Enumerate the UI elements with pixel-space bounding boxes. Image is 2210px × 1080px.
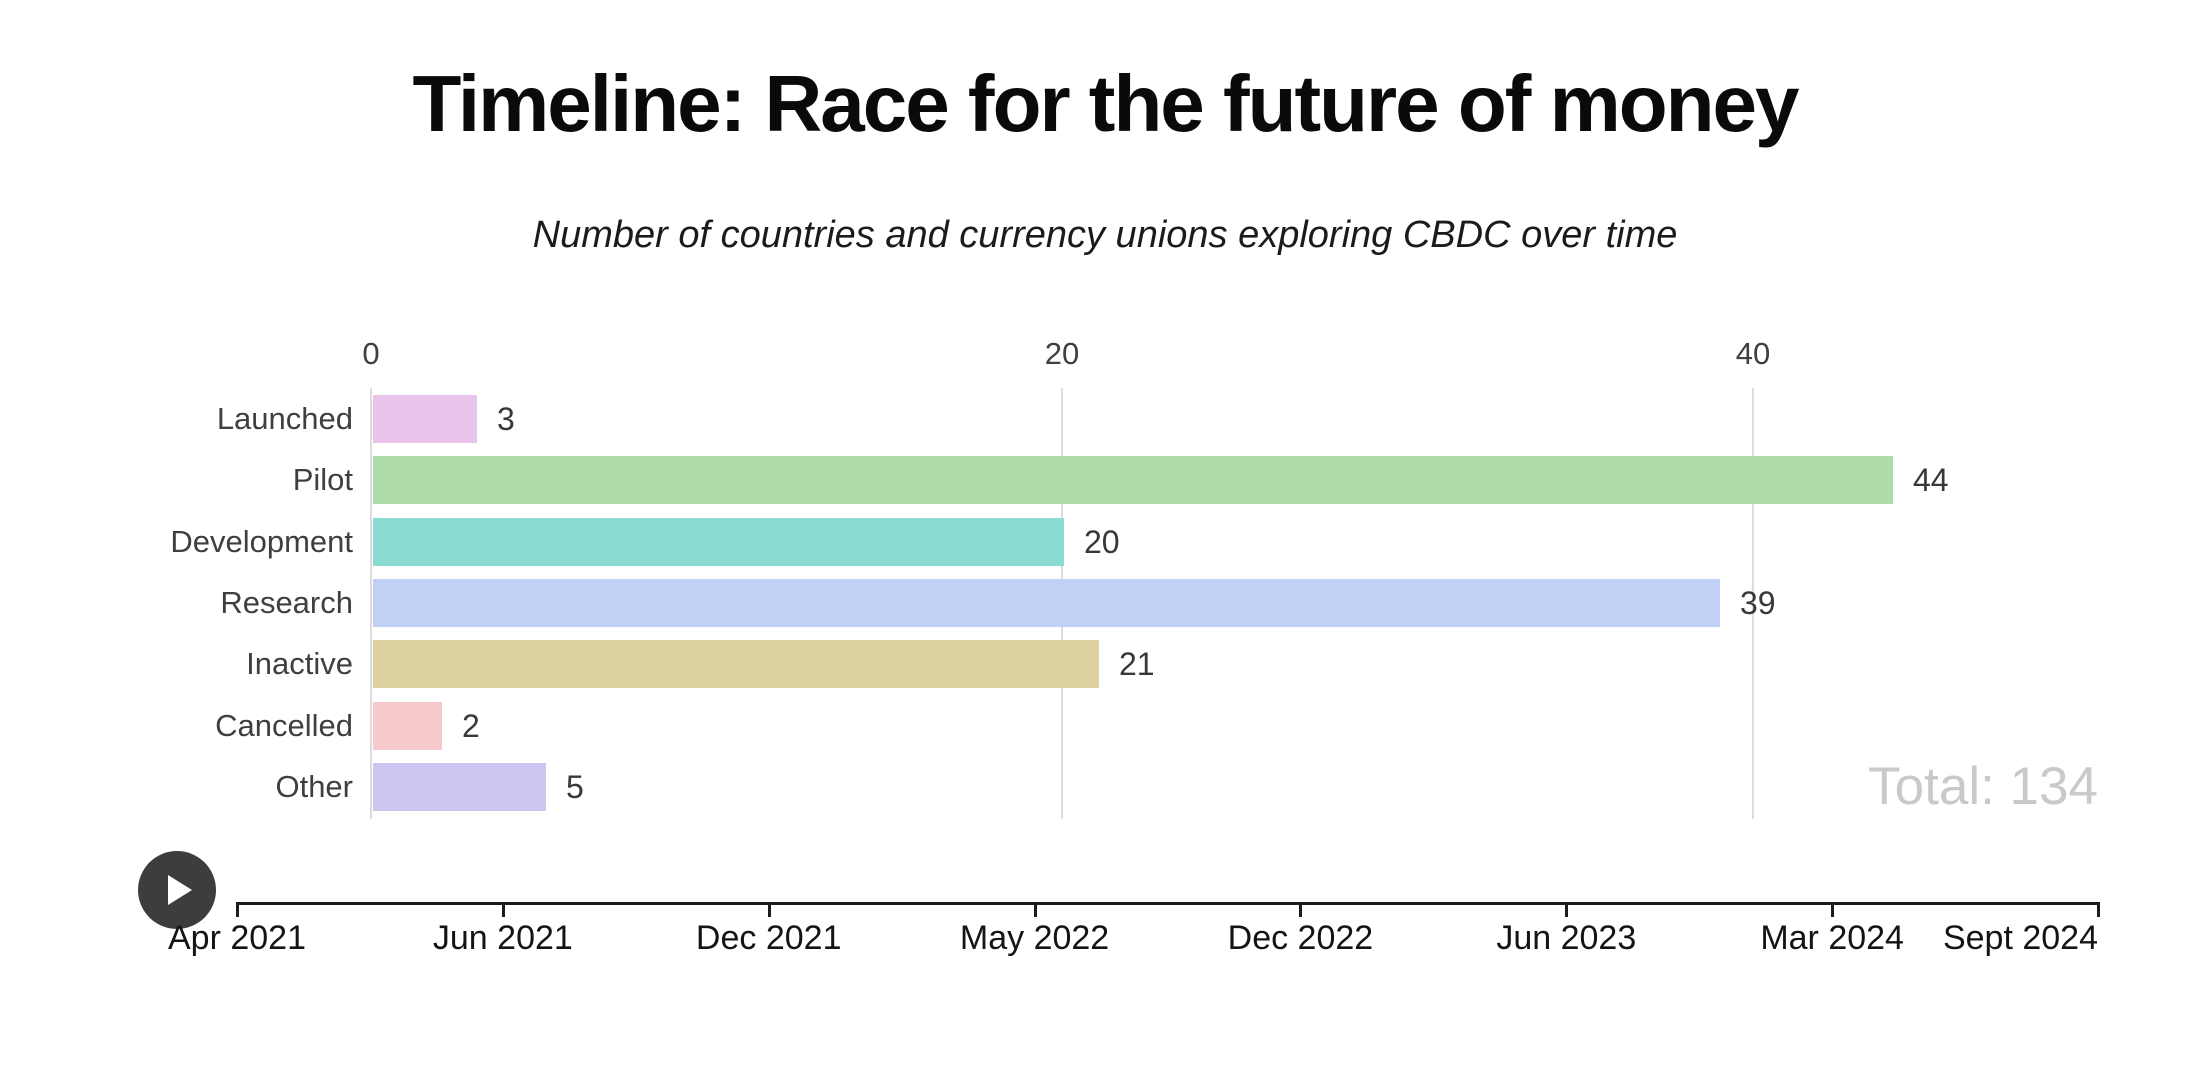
- bar-other[interactable]: [373, 763, 546, 811]
- bar-launched[interactable]: [373, 395, 477, 443]
- bar-cancelled[interactable]: [373, 702, 442, 750]
- x-axis-tick-label: 20: [1044, 336, 1080, 371]
- timeline-tick: [767, 902, 771, 917]
- chart-subtitle: Number of countries and currency unions …: [532, 214, 1678, 256]
- bar-research[interactable]: [373, 579, 1720, 627]
- timeline-tick: [236, 902, 239, 917]
- timeline-label: Dec 2022: [1227, 919, 1374, 957]
- play-button[interactable]: [138, 851, 216, 929]
- gridline: [370, 388, 372, 819]
- timeline-track[interactable]: [237, 902, 2098, 905]
- bar-pilot[interactable]: [373, 456, 1893, 504]
- timeline-label: May 2022: [959, 919, 1110, 957]
- category-label: Development: [170, 524, 353, 559]
- timeline-tick: [1565, 902, 1569, 917]
- value-label: 21: [1119, 646, 1155, 682]
- chart-title: Timeline: Race for the future of money: [412, 59, 1800, 148]
- timeline-label: Jun 2021: [432, 919, 573, 957]
- category-label: Cancelled: [215, 708, 353, 743]
- timeline-tick: [2097, 902, 2100, 917]
- timeline-label: Sept 2024: [1942, 919, 2098, 957]
- timeline-tick: [501, 902, 505, 917]
- value-label: 5: [566, 769, 584, 805]
- x-axis-tick-label: 40: [1735, 336, 1771, 371]
- x-axis-tick-label: 0: [362, 336, 380, 371]
- timeline-tick: [1033, 902, 1037, 917]
- total-label: Total: 134: [1868, 757, 2098, 816]
- play-icon: [168, 875, 192, 905]
- category-label: Other: [275, 769, 353, 804]
- timeline-label: Apr 2021: [168, 919, 306, 957]
- gridline: [1752, 388, 1754, 819]
- bar-inactive[interactable]: [373, 640, 1099, 688]
- bar-development[interactable]: [373, 518, 1064, 566]
- value-label: 3: [497, 401, 515, 437]
- timeline-label: Dec 2021: [695, 919, 842, 957]
- category-label: Pilot: [292, 462, 353, 497]
- timeline-label: Jun 2023: [1496, 919, 1637, 957]
- timeline-tick: [1831, 902, 1835, 917]
- timeline-label: Mar 2024: [1760, 919, 1904, 957]
- category-label: Launched: [216, 401, 353, 436]
- value-label: 2: [462, 708, 480, 744]
- value-label: 39: [1740, 585, 1776, 621]
- timeline-tick: [1299, 902, 1303, 917]
- category-label: Research: [220, 585, 353, 620]
- value-label: 20: [1084, 524, 1120, 560]
- category-label: Inactive: [246, 646, 353, 681]
- value-label: 44: [1913, 462, 1949, 498]
